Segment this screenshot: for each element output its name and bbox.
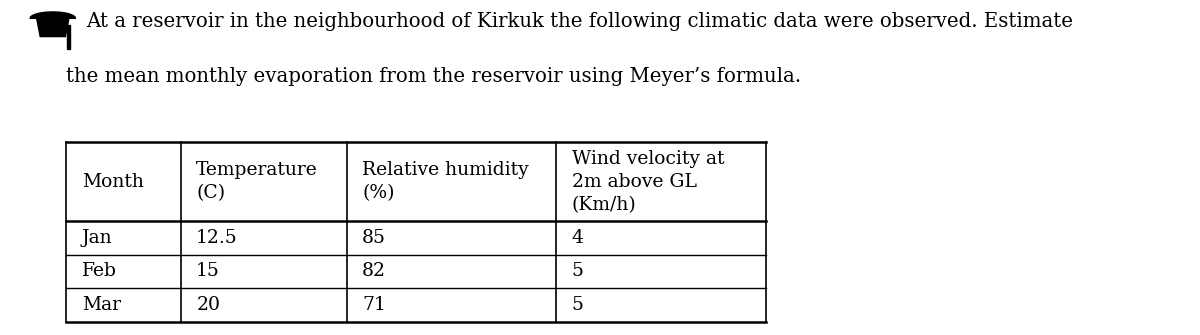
Text: Wind velocity at: Wind velocity at [571,150,725,168]
Text: 71: 71 [362,296,386,314]
Text: 4: 4 [571,229,583,247]
Text: 5: 5 [571,296,583,314]
Text: 85: 85 [362,229,386,247]
Text: Month: Month [82,173,144,191]
Text: 12.5: 12.5 [197,229,238,247]
Polygon shape [30,12,76,37]
Text: 5: 5 [571,262,583,280]
Text: Relative humidity: Relative humidity [362,161,529,180]
Text: the mean monthly evaporation from the reservoir using Meyer’s formula.: the mean monthly evaporation from the re… [66,67,802,86]
Text: Feb: Feb [82,262,116,280]
Text: 82: 82 [362,262,386,280]
Text: (C): (C) [197,184,226,202]
Text: 15: 15 [197,262,220,280]
Text: Temperature: Temperature [197,161,318,180]
Text: Mar: Mar [82,296,121,314]
Text: Jan: Jan [82,229,113,247]
Text: At a reservoir in the neighbourhood of Kirkuk the following climatic data were o: At a reservoir in the neighbourhood of K… [86,12,1074,31]
Text: (Km/h): (Km/h) [571,196,636,214]
Text: (%): (%) [362,184,395,202]
Text: 2m above GL: 2m above GL [571,173,697,191]
Polygon shape [67,25,71,49]
Text: 20: 20 [197,296,221,314]
